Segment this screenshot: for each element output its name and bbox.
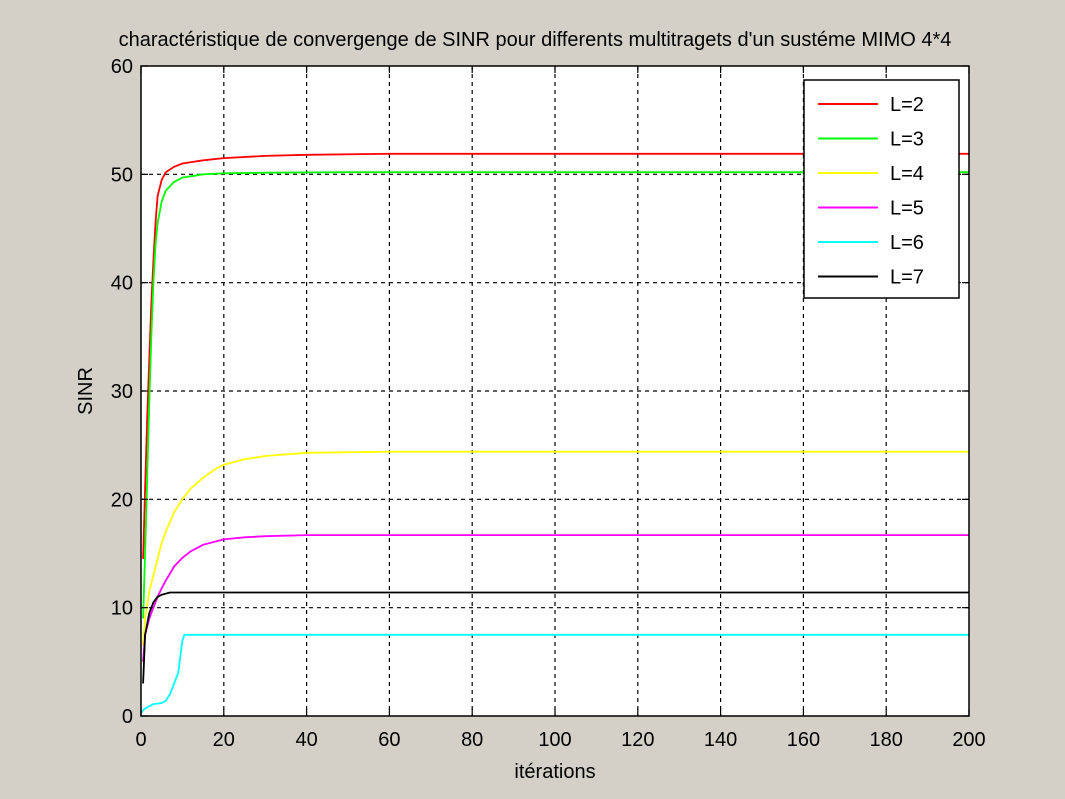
series-line-l4 (142, 450, 969, 646)
x-tick-label: 0 (135, 729, 146, 751)
y-tick-label: 10 (111, 598, 133, 620)
y-tick-label: 60 (111, 56, 133, 78)
x-tick-label: 100 (538, 729, 571, 751)
series-line-l3 (142, 171, 969, 619)
x-tick-label: 60 (378, 729, 400, 751)
legend-label: L=2 (890, 94, 924, 116)
x-tick-label: 160 (787, 729, 820, 751)
y-tick-label: 20 (111, 489, 133, 511)
legend-label: L=6 (890, 232, 924, 254)
chart-title: charactéristique de convergenge de SINR … (119, 29, 952, 51)
series-line-l7 (142, 591, 969, 684)
x-tick-label: 80 (461, 729, 483, 751)
legend-label: L=3 (890, 129, 924, 151)
y-tick-label: 0 (122, 706, 133, 728)
x-tick-label: 120 (621, 729, 654, 751)
legend-box (803, 79, 960, 299)
legend-label: L=7 (890, 267, 924, 289)
x-tick-label: 140 (704, 729, 737, 751)
y-axis-label: SINR (75, 367, 97, 415)
series-line-l2 (142, 152, 969, 559)
y-tick-label: 50 (111, 164, 133, 186)
y-tick-label: 40 (111, 273, 133, 295)
x-tick-label: 180 (870, 729, 903, 751)
x-tick-label: 200 (952, 729, 985, 751)
x-tick-label: 40 (295, 729, 317, 751)
y-tick-label: 30 (111, 381, 133, 403)
x-axis-label: itérations (514, 761, 595, 783)
legend-label: L=5 (890, 198, 924, 220)
x-tick-label: 20 (213, 729, 235, 751)
series-line-l5 (142, 534, 969, 662)
axis-ticks: 0 20 40 60 80 100 120 140 160 180 200 0 10 20 30 40 50 60 (111, 56, 986, 751)
series-line-l6 (140, 633, 969, 714)
data-series (140, 152, 969, 714)
legend-items: L=2 L=3 L=4 L=5 L=6 L=7 (818, 94, 924, 289)
legend-label: L=4 (890, 163, 924, 185)
legend: L=2 L=3 L=4 L=5 L=6 L=7 (803, 79, 960, 299)
